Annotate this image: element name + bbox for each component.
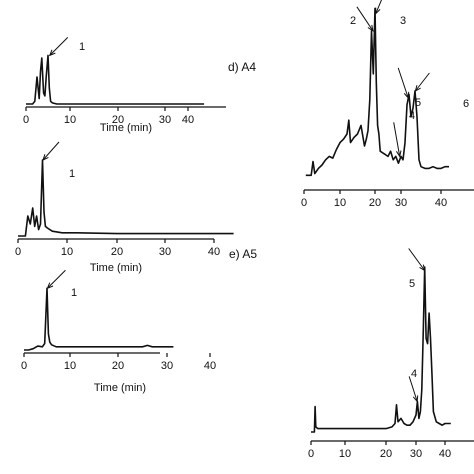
x-tick-label: 20 [112, 114, 124, 126]
peak-arrow [408, 376, 418, 402]
peak-arrowhead [48, 49, 56, 57]
peak-arrowhead [419, 264, 426, 272]
peak-arrow [393, 122, 401, 157]
chart-panel-1: 0 10 20 30 40 Time (min) 1 [23, 37, 226, 134]
x-tick-label: 0 [21, 360, 27, 372]
peak-arrow [415, 72, 430, 92]
panel-label: d) A4 [228, 60, 256, 74]
chromatogram-trace [26, 54, 205, 105]
x-tick-label: 0 [301, 197, 307, 209]
peak-label: 1 [69, 168, 75, 180]
x-tick-label: 20 [112, 360, 124, 372]
panel-label: e) A5 [229, 247, 257, 261]
chromatogram-trace [18, 159, 234, 237]
chart-panel-2: 0 10 20 30 40 Time (min) 1 [15, 141, 234, 274]
peak-arrow [356, 6, 374, 32]
peak-arrow [47, 269, 66, 289]
peak-label: 5 [409, 278, 415, 290]
chart-panel-5: 0 10 20 30 40 e) A5 4 5 [229, 247, 474, 460]
peak-arrow [397, 67, 409, 99]
x-tick-label: 0 [23, 114, 29, 126]
x-tick-label: 30 [159, 114, 171, 126]
x-tick-label: 20 [111, 246, 123, 258]
peak-arrow [408, 248, 426, 271]
x-tick-label: 10 [334, 197, 346, 209]
peak-arrowhead [403, 91, 410, 100]
x-tick-label: 10 [64, 114, 76, 126]
peak-label: 3 [400, 15, 406, 27]
x-tick-label: 40 [182, 114, 194, 126]
peak-arrow [42, 141, 60, 161]
x-tick-label: 30 [410, 448, 422, 460]
peak-arrowhead [367, 24, 374, 32]
x-tick-label: 40 [435, 197, 447, 209]
x-tick-label: 40 [439, 448, 451, 460]
x-tick-label: 10 [61, 246, 73, 258]
x-tick-label: 0 [308, 448, 314, 460]
x-axis-label: Time (min) [90, 262, 142, 274]
x-tick-label: 30 [161, 360, 173, 372]
peak-arrowhead [46, 282, 54, 290]
x-tick-label: 10 [64, 360, 76, 372]
x-tick-label: 30 [159, 246, 171, 258]
x-tick-label: 0 [15, 246, 21, 258]
peak-label: 6 [463, 98, 469, 110]
peak-arrow [49, 37, 69, 56]
peak-arrow [375, 0, 382, 14]
peak-label: 5 [415, 97, 421, 109]
x-tick-label: 10 [339, 448, 351, 460]
peak-label: 4 [411, 368, 417, 380]
chromatogram-trace [305, 7, 449, 177]
peak-arrowhead [396, 150, 402, 158]
x-tick-label: 30 [395, 197, 407, 209]
peak-arrowhead [414, 85, 421, 93]
x-tick-label: 40 [204, 360, 216, 372]
peak-label: 1 [71, 287, 77, 299]
peak-arrowhead [412, 395, 419, 403]
peak-arrowhead [375, 7, 381, 15]
x-axis-label: Time (min) [100, 122, 152, 134]
chart-panel-3: 0 10 20 30 40 Time (min) 1 [21, 269, 216, 394]
x-tick-label: 20 [369, 197, 381, 209]
peak-label: 4 [409, 110, 415, 122]
peak-arrowhead [42, 154, 49, 161]
chromatogram-trace [24, 287, 174, 351]
peak-label: 1 [79, 41, 85, 53]
chart-panel-4: 0 10 20 30 40 d) A4 2 3 45 6 [228, 0, 474, 209]
chromatogram-trace [311, 266, 451, 433]
x-tick-label: 40 [208, 246, 220, 258]
peak-label: 2 [350, 15, 356, 27]
x-axis-label: Time (min) [94, 382, 146, 394]
x-tick-label: 20 [380, 448, 392, 460]
